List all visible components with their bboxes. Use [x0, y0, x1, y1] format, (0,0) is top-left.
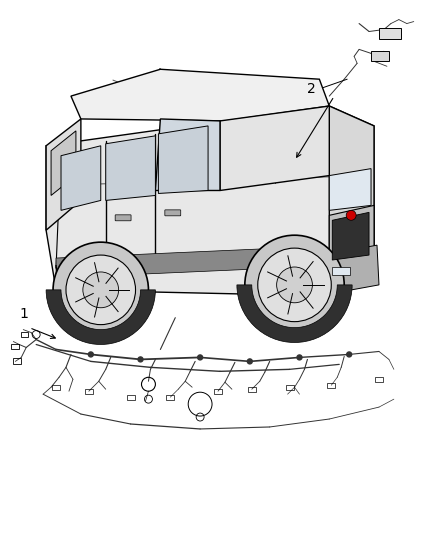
- Polygon shape: [106, 136, 155, 200]
- Text: 1: 1: [19, 306, 28, 321]
- Bar: [13, 358, 21, 365]
- Circle shape: [346, 211, 356, 220]
- Bar: [127, 395, 134, 400]
- Bar: [379, 28, 401, 39]
- Wedge shape: [46, 290, 155, 344]
- Circle shape: [198, 355, 203, 360]
- Circle shape: [53, 242, 148, 337]
- Circle shape: [83, 272, 119, 308]
- Bar: [214, 389, 222, 394]
- Polygon shape: [329, 168, 371, 211]
- Bar: [11, 343, 19, 350]
- Polygon shape: [332, 212, 369, 260]
- Bar: [371, 51, 389, 61]
- Polygon shape: [51, 131, 76, 196]
- Circle shape: [138, 357, 143, 362]
- Circle shape: [277, 267, 312, 303]
- FancyBboxPatch shape: [165, 210, 181, 216]
- Polygon shape: [61, 146, 101, 211]
- Circle shape: [66, 255, 135, 325]
- Bar: [248, 387, 256, 392]
- Text: 2: 2: [307, 82, 316, 96]
- Polygon shape: [46, 106, 374, 295]
- Polygon shape: [155, 119, 220, 190]
- Bar: [332, 267, 350, 275]
- Polygon shape: [56, 248, 279, 278]
- Polygon shape: [71, 69, 329, 121]
- Bar: [286, 385, 293, 390]
- Polygon shape: [329, 106, 374, 265]
- Polygon shape: [220, 106, 329, 190]
- Circle shape: [258, 248, 331, 321]
- Bar: [52, 385, 60, 390]
- Wedge shape: [237, 285, 352, 343]
- Circle shape: [347, 352, 352, 357]
- Circle shape: [88, 352, 93, 357]
- Bar: [85, 389, 93, 394]
- Circle shape: [245, 235, 344, 335]
- Polygon shape: [46, 119, 81, 230]
- FancyBboxPatch shape: [115, 215, 131, 221]
- Bar: [375, 377, 383, 382]
- Bar: [21, 332, 28, 336]
- Circle shape: [247, 359, 252, 364]
- Polygon shape: [329, 205, 374, 270]
- Polygon shape: [159, 126, 208, 193]
- Bar: [327, 383, 335, 388]
- Polygon shape: [324, 245, 379, 295]
- Circle shape: [297, 355, 302, 360]
- Bar: [166, 395, 174, 400]
